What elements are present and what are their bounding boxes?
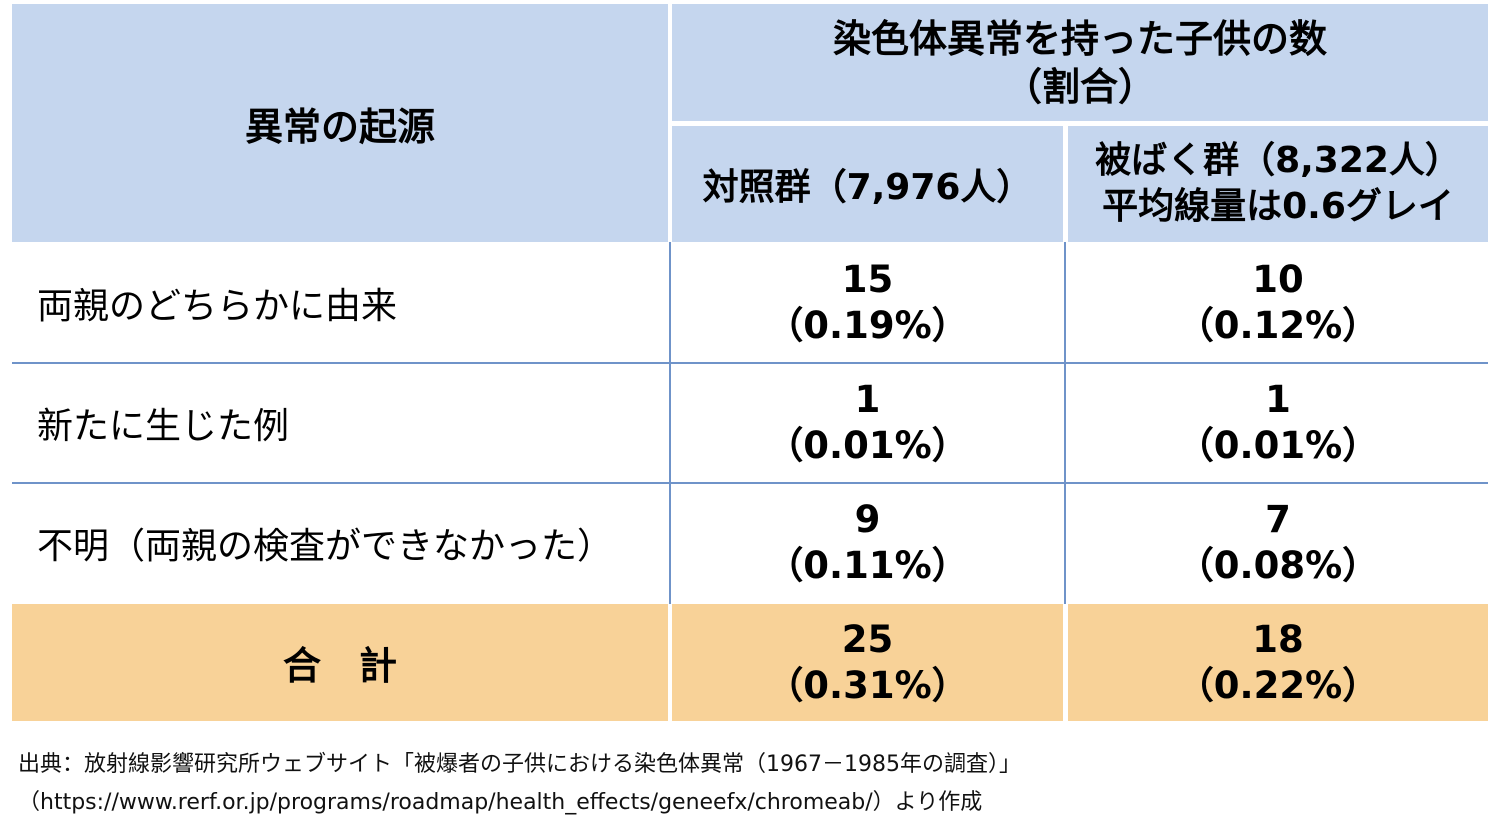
pct: （0.19%） — [766, 304, 969, 347]
pct: （0.08%） — [1176, 544, 1380, 587]
source-line2: （https://www.rerf.or.jp/programs/roadmap… — [18, 790, 983, 815]
total-control-value: 25 （0.31%） — [672, 604, 1063, 721]
row-label: 不明（両親の検査ができなかった） — [12, 484, 668, 602]
pct: （0.11%） — [766, 544, 969, 587]
pct: （0.01%） — [766, 424, 969, 467]
pct: （0.12%） — [1176, 304, 1380, 347]
row-label-text: 両親のどちらかに由来 — [37, 286, 398, 327]
header-exposed-group: 被ばく群（8,322人） 平均線量は0.6グレイ — [1068, 126, 1488, 242]
origin-label: 異常の起源 — [244, 104, 435, 149]
exposed-group-line2: 平均線量は0.6グレイ — [1102, 186, 1454, 227]
total-label: 合 計 — [12, 604, 668, 721]
total-label-text: 合 計 — [282, 644, 397, 688]
pct: （0.31%） — [766, 663, 969, 707]
exposed-value: 1 （0.01%） — [1068, 364, 1488, 482]
count: 15 — [841, 258, 894, 301]
row-divider — [12, 482, 1488, 484]
column-divider — [1064, 242, 1066, 604]
control-group-label: 対照群（7,976人） — [702, 167, 1033, 208]
count: 1 — [854, 378, 881, 421]
source-line1: 出典：放射線影響研究所ウェブサイト「被爆者の子供における染色体異常（1967－1… — [18, 752, 1021, 777]
total-exposed-value: 18 （0.22%） — [1068, 604, 1488, 721]
column-divider — [669, 242, 671, 604]
count: 1 — [1265, 378, 1291, 421]
count: 7 — [1265, 498, 1291, 541]
row-label-text: 新たに生じた例 — [37, 406, 290, 447]
control-value: 1 （0.01%） — [672, 364, 1063, 482]
header-origin: 異常の起源 — [12, 4, 668, 242]
row-divider — [12, 362, 1488, 364]
count: 18 — [1252, 617, 1304, 661]
pct: （0.01%） — [1176, 424, 1380, 467]
count: 9 — [854, 498, 881, 541]
row-label-text: 不明（両親の検査ができなかった） — [37, 526, 614, 567]
exposed-group-line1: 被ばく群（8,322人） — [1095, 140, 1461, 181]
pct: （0.22%） — [1176, 663, 1380, 707]
header-count-title: 染色体異常を持った子供の数 （割合） — [672, 4, 1488, 121]
count: 25 — [841, 617, 894, 661]
row-label: 両親のどちらかに由来 — [12, 244, 668, 362]
control-value: 15 （0.19%） — [672, 244, 1063, 362]
header-control-group: 対照群（7,976人） — [672, 126, 1063, 242]
count-title-line2: （割合） — [1003, 64, 1156, 109]
exposed-value: 7 （0.08%） — [1068, 484, 1488, 602]
count: 10 — [1252, 258, 1304, 301]
control-value: 9 （0.11%） — [672, 484, 1063, 602]
row-label: 新たに生じた例 — [12, 364, 668, 482]
exposed-value: 10 （0.12%） — [1068, 244, 1488, 362]
count-title-line1: 染色体異常を持った子供の数 — [832, 16, 1327, 61]
